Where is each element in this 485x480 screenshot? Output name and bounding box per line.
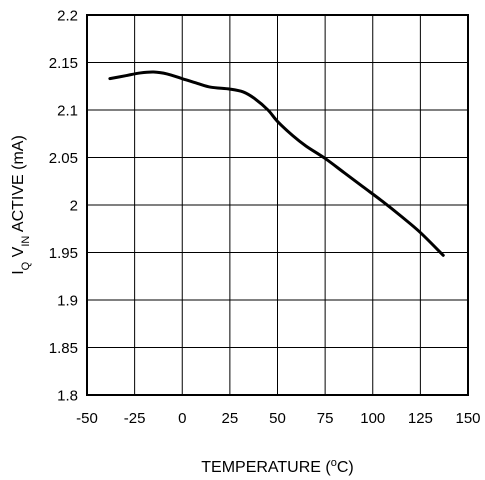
x-tick-label: 150 — [455, 410, 480, 427]
x-axis-title: TEMPERATURE (oC) — [201, 457, 354, 476]
x-tick-label: -25 — [124, 410, 146, 427]
y-tick-label: 2.1 — [57, 103, 78, 120]
series-line — [108, 70, 445, 257]
y-axis-title: IQ VIN ACTIVE (mA) — [10, 135, 32, 275]
y-tick-label: 2.15 — [49, 55, 78, 72]
y-tick-label: 2.05 — [49, 150, 78, 167]
x-tick-label: -50 — [76, 410, 98, 427]
x-tick-labels: -50 -25 0 25 50 75 100 125 150 — [76, 410, 480, 427]
y-tick-labels: 1.8 1.85 1.9 1.95 2 2.05 2.1 2.15 2.2 — [49, 8, 78, 405]
x-tick-label: 50 — [269, 410, 286, 427]
y-tick-label: 1.95 — [49, 245, 78, 262]
x-tick-label: 75 — [317, 410, 334, 427]
x-tick-label: 0 — [178, 410, 186, 427]
x-tick-label: 125 — [408, 410, 433, 427]
y-tick-label: 1.8 — [57, 388, 78, 405]
plot-border — [86, 14, 469, 396]
y-tick-label: 1.85 — [49, 340, 78, 357]
x-tick-label: 100 — [360, 410, 385, 427]
x-tick-label: 25 — [222, 410, 239, 427]
y-tick-label: 2.2 — [57, 8, 78, 25]
y-tick-label: 1.9 — [57, 293, 78, 310]
y-tick-label: 2 — [70, 198, 78, 215]
